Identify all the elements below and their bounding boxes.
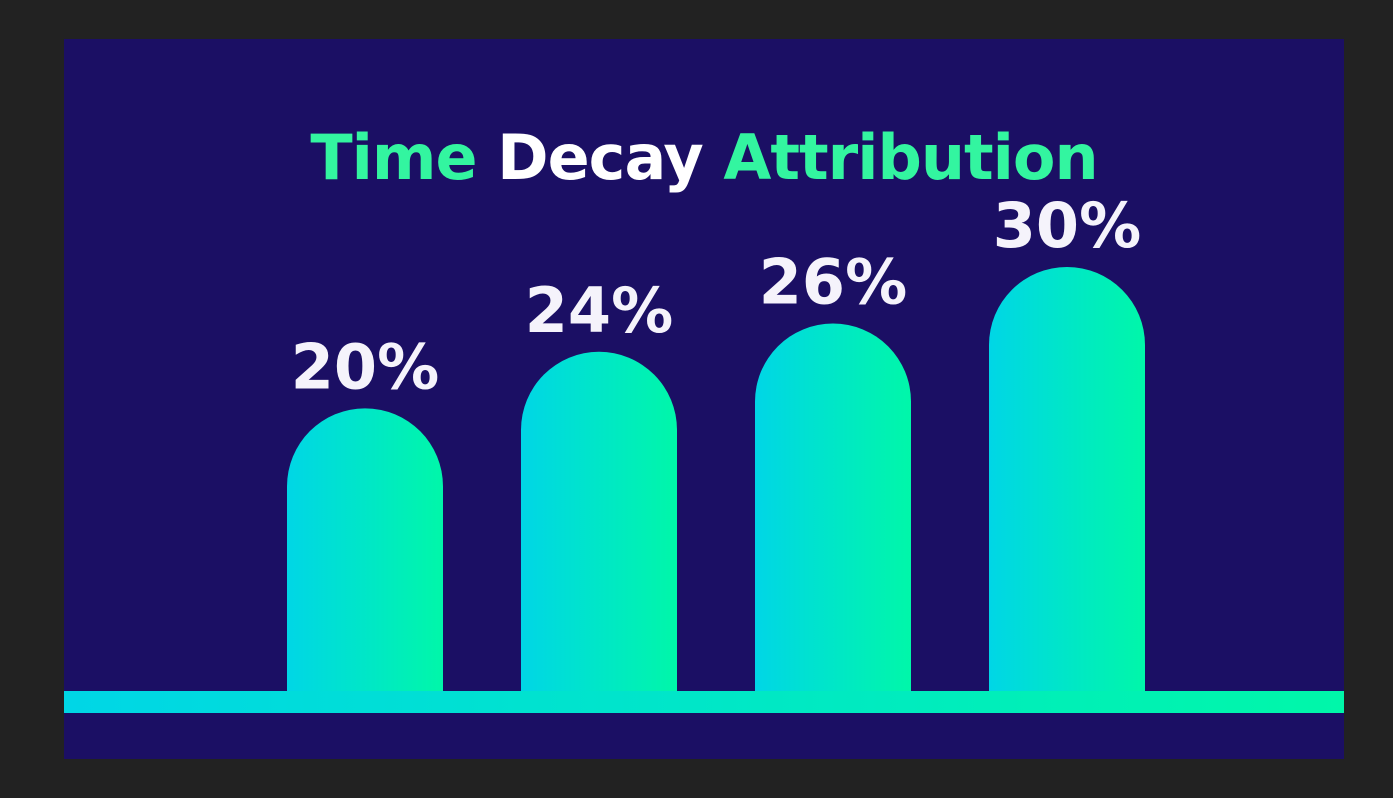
bar-3	[755, 323, 911, 691]
chart-panel: Time Decay Attribution 20% 24% 26% 30%	[64, 39, 1344, 759]
bar-1	[287, 408, 443, 691]
bar-2	[521, 351, 677, 691]
bar-label-2: 24%	[525, 274, 673, 347]
bar-chart: 20% 24% 26% 30%	[64, 189, 1344, 713]
bar-label-1: 20%	[291, 330, 439, 403]
chart-title: Time Decay Attribution	[64, 127, 1344, 189]
title-word-decay: Decay	[497, 121, 704, 194]
baseline	[64, 691, 1344, 713]
bar-label-3: 26%	[759, 246, 907, 319]
bar-label-4: 30%	[993, 189, 1141, 262]
title-word-time: Time	[310, 121, 477, 194]
title-word-attribution: Attribution	[723, 121, 1098, 194]
bar-4	[989, 267, 1145, 691]
